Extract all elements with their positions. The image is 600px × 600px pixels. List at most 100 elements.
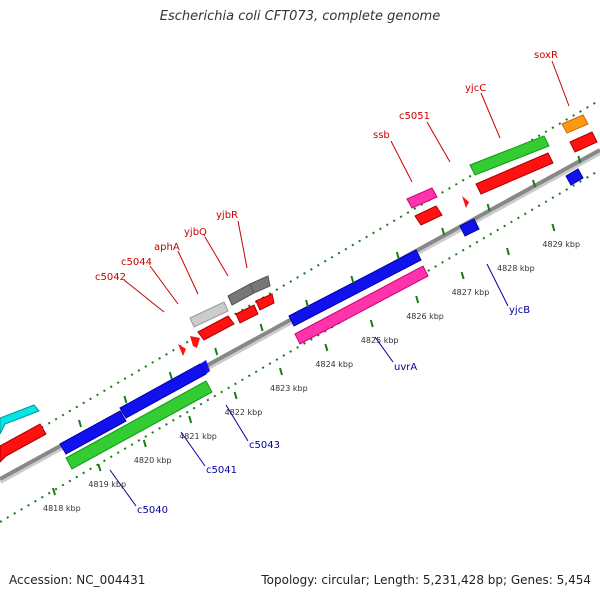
leader-yjcC <box>480 92 501 139</box>
gene-yjcB[interactable] <box>459 218 480 237</box>
gene-arrow-red-aphA[interactable] <box>197 315 235 341</box>
tick-label: 4818 kbp <box>43 504 81 513</box>
gene-ssb[interactable] <box>406 187 438 209</box>
tick-label: 4820 kbp <box>134 456 172 465</box>
tick-mark <box>188 415 193 424</box>
tick-mark <box>415 295 420 304</box>
gene-yjcC[interactable] <box>469 135 550 176</box>
tick-mark-outer <box>532 179 536 188</box>
label-c5042[interactable]: c5042 <box>95 272 126 283</box>
tick-mark-outer <box>259 323 264 332</box>
gene-arrow-red-left[interactable] <box>0 423 47 463</box>
tick-label: 4826 kbp <box>406 312 444 321</box>
label-c5051[interactable]: c5051 <box>399 111 430 122</box>
label-c5040[interactable]: c5040 <box>137 505 168 516</box>
leader-c5043 <box>225 404 249 442</box>
tick-mark <box>233 391 238 400</box>
label-aphA[interactable]: aphA <box>154 242 180 253</box>
tick-mark <box>460 271 465 280</box>
coordinate-ticks: 4818 kbp 4819 kbp 4820 kbp 4821 kbp 4822 kbp… <box>43 155 582 513</box>
tick-mark-outer <box>305 299 309 308</box>
tick-label: 4823 kbp <box>270 384 308 393</box>
gene-arrow-cyan[interactable] <box>0 404 40 435</box>
tick-mark <box>506 247 510 256</box>
leader-c5041 <box>180 431 206 467</box>
label-yjbR[interactable]: yjbR <box>216 210 238 221</box>
reverse-gene-labels: c5040 c5041 c5043 uvrA yjcB <box>137 305 530 516</box>
gene-yjbQ[interactable] <box>227 283 255 306</box>
tick-mark-outer <box>577 155 582 164</box>
leader-c5044 <box>149 265 179 305</box>
tick-mark <box>97 463 102 472</box>
gene-arrow-red-3[interactable] <box>255 293 275 311</box>
tick-mark <box>551 223 556 232</box>
tick-mark <box>52 487 56 496</box>
gene-uvrA-blue[interactable] <box>288 249 422 327</box>
tick-mark <box>279 367 283 376</box>
forward-gene-labels: c5042 c5044 aphA yjbQ yjbR ssb c5051 yjc… <box>95 50 558 283</box>
reverse-label-leaders <box>109 263 509 507</box>
label-yjbQ[interactable]: yjbQ <box>184 227 207 238</box>
gene-arrow-red-soxR[interactable] <box>569 131 598 153</box>
tick-mark-outer <box>441 227 446 236</box>
label-c5043[interactable]: c5043 <box>249 440 280 451</box>
gene-soxR[interactable] <box>561 114 589 134</box>
gene-c5042[interactable] <box>178 344 186 356</box>
leader-ssb <box>390 140 413 183</box>
label-yjcB[interactable]: yjcB <box>509 305 530 316</box>
gene-uvrA[interactable] <box>294 265 429 345</box>
label-yjcC[interactable]: yjcC <box>465 83 486 94</box>
leader-yjbQ <box>204 236 229 277</box>
tick-mark-outer <box>350 275 355 284</box>
tick-label: 4824 kbp <box>315 360 353 369</box>
gene-c5043-tip[interactable] <box>200 360 210 374</box>
accession-text: Accession: NC_004431 <box>9 573 146 587</box>
label-ssb[interactable]: ssb <box>373 130 390 141</box>
leader-soxR <box>551 60 570 107</box>
tick-label: 4827 kbp <box>452 288 490 297</box>
gene-c5044[interactable] <box>190 336 200 348</box>
tick-label: 4819 kbp <box>88 480 126 489</box>
tick-mark-outer <box>123 395 128 404</box>
gene-c5040[interactable] <box>65 380 213 470</box>
gene-aphA[interactable] <box>189 301 229 328</box>
tick-mark-outer <box>78 419 82 428</box>
label-soxR[interactable]: soxR <box>534 50 558 61</box>
gene-c5051[interactable] <box>462 196 469 208</box>
tick-label: 4822 kbp <box>225 408 263 417</box>
tick-label: 4821 kbp <box>179 432 217 441</box>
tick-mark <box>369 319 374 328</box>
gene-arrow-red-2[interactable] <box>235 304 259 324</box>
label-uvrA[interactable]: uvrA <box>394 362 417 373</box>
tick-label: 4825 kbp <box>361 336 399 345</box>
inner-dotted-track <box>0 169 600 523</box>
gene-arrow-blue-right[interactable] <box>565 168 584 186</box>
label-c5044[interactable]: c5044 <box>121 257 152 268</box>
gene-c5041[interactable] <box>59 410 127 455</box>
forward-strand-features <box>0 114 598 463</box>
gene-yjbR[interactable] <box>249 275 271 294</box>
leader-aphA <box>177 250 199 295</box>
leader-c5040 <box>109 469 137 507</box>
tick-mark-outer <box>395 251 400 260</box>
tick-label: 4829 kbp <box>542 240 580 249</box>
genome-summary-text: Topology: circular; Length: 5,231,428 bp… <box>261 573 591 587</box>
reverse-strand-features <box>59 168 584 470</box>
gene-arrow-red-yjcC[interactable] <box>475 152 554 195</box>
tick-label: 4828 kbp <box>497 264 535 273</box>
forward-label-leaders <box>123 60 570 313</box>
tick-mark-outer <box>486 203 491 212</box>
leader-c5051 <box>426 121 451 163</box>
label-c5041[interactable]: c5041 <box>206 465 237 476</box>
tick-mark <box>324 343 329 352</box>
map-title: Escherichia coli CFT073, complete genome <box>159 9 441 24</box>
leader-c5042 <box>123 279 165 313</box>
tick-mark <box>142 439 147 448</box>
leader-yjcB <box>486 263 509 307</box>
leader-uvrA <box>374 336 394 363</box>
leader-yjbR <box>237 220 248 269</box>
gene-arrow-red-ssb[interactable] <box>414 205 443 226</box>
tick-mark-outer <box>168 371 173 380</box>
